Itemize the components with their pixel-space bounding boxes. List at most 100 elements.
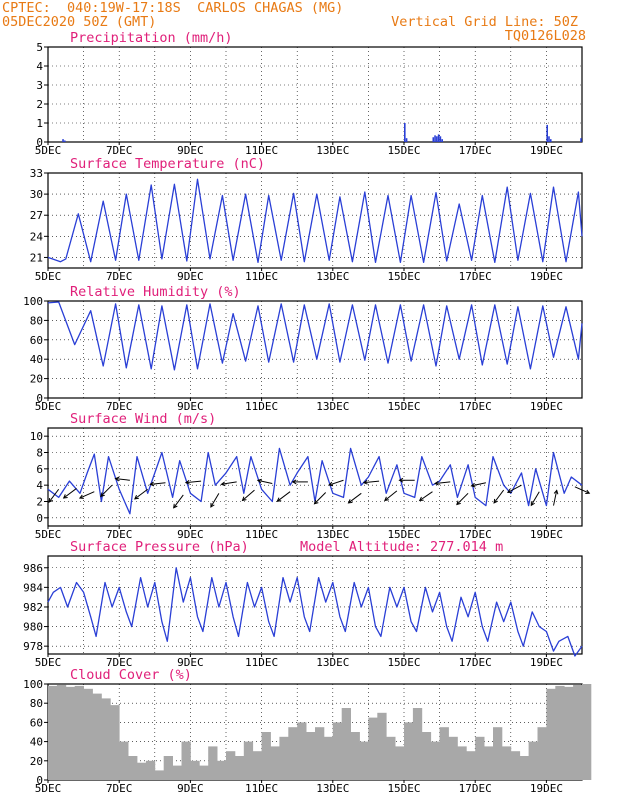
x-tick-label: 19DEC xyxy=(530,144,563,157)
precip-bar xyxy=(434,135,436,142)
cloud-bar xyxy=(457,746,467,780)
wind-arrow xyxy=(48,488,60,503)
cloud-bar xyxy=(172,765,182,780)
wind-arrow xyxy=(63,488,77,499)
cloud-bar xyxy=(243,741,254,780)
wind-arrow-head xyxy=(362,479,368,485)
panel-frame xyxy=(47,427,583,527)
cloud-bar xyxy=(341,708,351,780)
cloud-bar xyxy=(83,688,93,780)
wind-arrow-head xyxy=(100,492,105,498)
wind-arrow xyxy=(348,492,362,504)
vertical-grid-note: Vertical Grid Line: 50Z xyxy=(391,14,578,30)
y-tick-label: 0 xyxy=(36,392,43,405)
x-tick-label: 19DEC xyxy=(530,528,563,541)
y-tick-label: 984 xyxy=(23,581,43,594)
precip-bar xyxy=(549,139,552,142)
x-tick-label: 17DEC xyxy=(459,528,492,541)
x-tick-label: 5DEC xyxy=(35,144,62,157)
x-tick-label: 15DEC xyxy=(387,782,420,795)
wind-arrow xyxy=(242,489,255,501)
y-tick-label: 21 xyxy=(30,251,43,264)
wind-arrow-head xyxy=(276,497,282,502)
header-line1: CPTEC: 040:19W-17:18S CARLOS CHAGAS (MG) xyxy=(2,0,344,16)
cloud-bar xyxy=(404,722,414,780)
wind-arrow-head xyxy=(291,479,297,485)
wind-arrow xyxy=(221,481,237,485)
x-tick-label: 5DEC xyxy=(35,270,62,283)
wind-arrow xyxy=(328,479,344,486)
x-tick-label: 9DEC xyxy=(177,656,204,669)
cloud-bar xyxy=(475,736,485,780)
wind-arrow-head xyxy=(418,496,424,502)
x-tick-label: 15DEC xyxy=(387,400,420,413)
wind-arrow-head xyxy=(220,481,226,487)
x-tick-label: 17DEC xyxy=(459,782,492,795)
x-tick-label: 19DEC xyxy=(530,400,563,413)
y-tick-label: 6 xyxy=(36,463,43,476)
cloud-bar xyxy=(377,712,387,780)
wind-arrow-head xyxy=(313,499,319,505)
cloud-bar xyxy=(226,751,236,780)
header-line2: 05DEC2020 50Z (GMT) xyxy=(2,14,157,30)
wind-arrow-head xyxy=(114,476,120,482)
wind-arrow-head xyxy=(347,499,353,504)
y-tick-label: 978 xyxy=(23,640,43,653)
y-tick-label: 982 xyxy=(23,601,43,614)
x-tick-label: 13DEC xyxy=(316,400,349,413)
cloud-bar xyxy=(386,736,396,780)
cloud-bar xyxy=(350,732,360,780)
cloud-bar xyxy=(92,693,102,780)
x-tick-label: 7DEC xyxy=(106,270,133,283)
wind-arrow xyxy=(276,491,291,502)
x-tick-label: 5DEC xyxy=(35,656,62,669)
y-tick-label: 3 xyxy=(36,79,43,92)
panel-temperature: 21 24 27 30 33 5DEC 7DEC 9DEC 11DEC 13DEC 15DEC 17D… xyxy=(30,156,583,283)
cloud-bar xyxy=(234,756,245,780)
precip-bar xyxy=(580,138,582,142)
cloud-bar xyxy=(270,746,280,780)
cloud-bar xyxy=(56,684,67,780)
cloud-bar xyxy=(288,727,298,780)
x-tick-label: 9DEC xyxy=(177,270,204,283)
panel-title: Surface Temperature (nC) xyxy=(70,156,265,172)
wind-arrow xyxy=(363,480,380,484)
wind-arrow xyxy=(79,491,95,499)
y-tick-label: 2 xyxy=(36,496,43,509)
wind-arrow-head xyxy=(530,501,535,507)
wind-arrow-head xyxy=(506,488,512,493)
wind-arrow-head xyxy=(384,496,389,502)
panel-title: Surface Pressure (hPa) xyxy=(70,539,249,555)
x-tick-label: 15DEC xyxy=(387,656,420,669)
cloud-bar xyxy=(582,684,592,780)
series-line xyxy=(47,178,583,264)
panel-frame xyxy=(47,46,583,143)
x-tick-label: 17DEC xyxy=(459,656,492,669)
x-tick-label: 17DEC xyxy=(459,270,492,283)
y-tick-label: 10 xyxy=(30,430,43,443)
x-tick-label: 11DEC xyxy=(245,782,278,795)
precip-bar xyxy=(548,136,550,142)
wind-arrow xyxy=(456,492,469,505)
wind-arrow xyxy=(507,484,522,493)
x-tick-label: 9DEC xyxy=(177,528,204,541)
cloud-bar xyxy=(395,746,405,780)
cloud-bar xyxy=(332,722,343,780)
cloud-bar xyxy=(101,698,111,780)
cloud-bar xyxy=(564,686,574,780)
wind-arrow xyxy=(314,492,327,505)
cloud-bar xyxy=(48,685,58,780)
cloud-bar xyxy=(323,736,334,780)
cloud-bar xyxy=(510,751,521,780)
x-tick-label: 11DEC xyxy=(245,656,278,669)
x-tick-label: 9DEC xyxy=(177,782,204,795)
wind-arrow xyxy=(115,478,130,481)
x-tick-label: 15DEC xyxy=(387,270,420,283)
x-tick-label: 13DEC xyxy=(316,528,349,541)
y-tick-label: 2 xyxy=(36,98,43,111)
cloud-bar xyxy=(128,756,138,780)
y-tick-label: 80 xyxy=(30,314,43,327)
wind-arrow xyxy=(553,490,558,506)
wind-arrow xyxy=(471,482,486,487)
cloud-bar xyxy=(573,684,583,780)
